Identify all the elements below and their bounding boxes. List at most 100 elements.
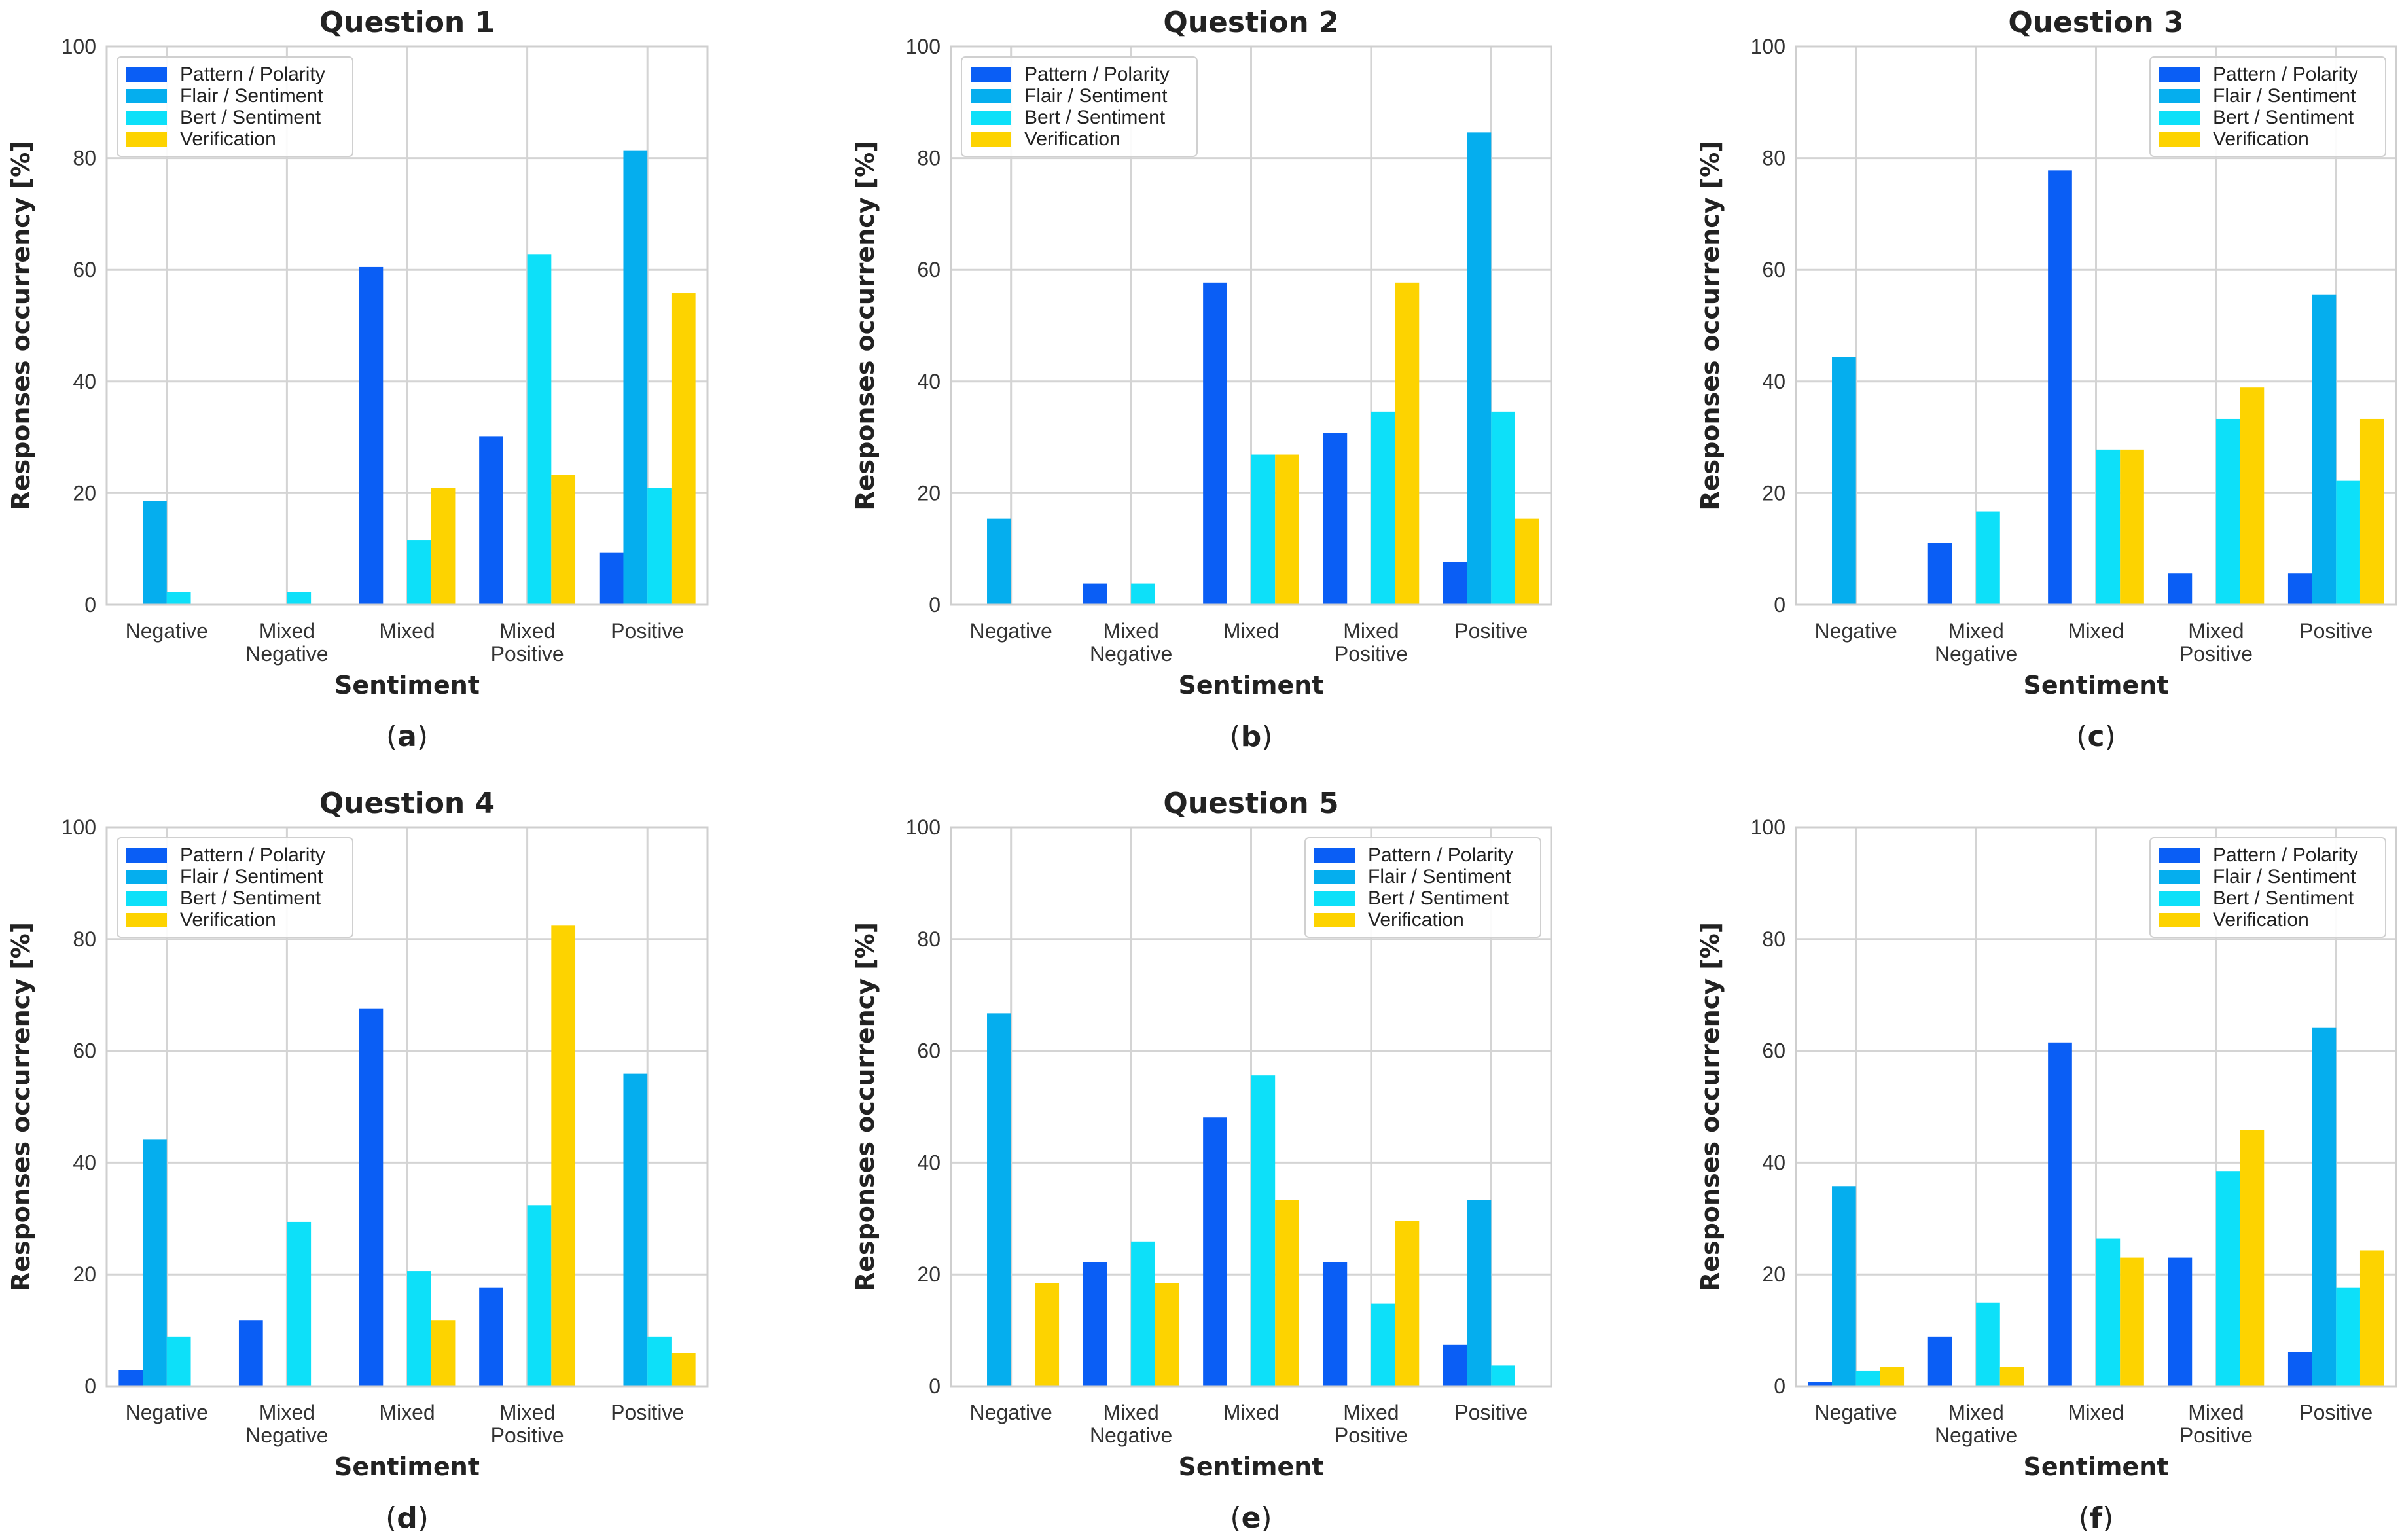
legend-swatch	[2159, 913, 2200, 927]
panel-caption-letter: f	[2090, 1501, 2103, 1535]
bar	[1467, 132, 1492, 605]
panel-caption-letter: e	[1242, 1501, 1261, 1535]
x-tick-label: Positive	[1454, 1401, 1528, 1424]
x-tick-label: Negative	[970, 1401, 1052, 1424]
y-tick-label: 40	[1762, 370, 1785, 393]
legend-box	[2149, 837, 2386, 938]
y-axis-label: Responses occurrency [%]	[1696, 141, 1725, 510]
bar	[2336, 480, 2360, 605]
panel-caption: (d)	[385, 1501, 429, 1535]
legend-swatch	[1314, 848, 1355, 863]
bar	[359, 266, 384, 605]
chart-title: Question 1	[319, 6, 495, 39]
legend-label: Verification	[2213, 909, 2309, 931]
x-tick-label: Mixed	[379, 1401, 435, 1424]
legend-label: Bert / Sentiment	[1024, 107, 1166, 128]
bar	[1323, 433, 1348, 605]
x-tick-label: Negative	[1935, 642, 2017, 666]
bar	[2287, 573, 2312, 605]
bar	[2215, 1171, 2240, 1386]
bar	[599, 552, 624, 605]
bar	[647, 1336, 672, 1386]
x-tick-label: Mixed	[499, 619, 555, 643]
x-tick-label: Negative	[126, 619, 208, 643]
x-tick-label: Mixed	[499, 1401, 555, 1424]
bar	[2312, 294, 2337, 605]
bar	[2240, 387, 2265, 605]
y-axis-label: Responses occurrency [%]	[7, 141, 35, 510]
x-tick-label: Mixed	[259, 619, 315, 643]
y-tick-label: 20	[1762, 1262, 1785, 1286]
x-axis-label: Sentiment	[2024, 1452, 2169, 1481]
x-tick-label: Positive	[1335, 642, 1408, 666]
bar	[287, 592, 312, 605]
panel-caption: (e)	[1230, 1501, 1272, 1535]
bar	[1491, 411, 1515, 605]
legend-swatch	[2159, 67, 2200, 82]
x-tick-label: Mixed	[1948, 619, 2003, 643]
bar	[1275, 1200, 1299, 1386]
bar	[479, 436, 503, 605]
legend-label: Pattern / Polarity	[2213, 63, 2358, 85]
legend-swatch	[126, 67, 167, 82]
x-tick-label: Mixed	[2068, 619, 2124, 643]
bar	[1323, 1262, 1348, 1386]
chart-title: Question 2	[1163, 6, 1338, 39]
bar	[1999, 1367, 2024, 1386]
bar	[527, 1205, 552, 1386]
bar	[2359, 418, 2384, 605]
bar	[623, 1073, 648, 1386]
panel-caption-letter: d	[397, 1501, 418, 1535]
y-tick-label: 40	[73, 370, 96, 393]
bar	[647, 488, 672, 605]
legend-label: Bert / Sentiment	[1368, 887, 1509, 909]
bar	[1083, 1262, 1107, 1386]
bar	[1155, 1283, 1179, 1386]
bar	[2096, 449, 2121, 605]
legend-label: Bert / Sentiment	[2213, 887, 2354, 909]
bar	[2048, 170, 2072, 605]
legend-swatch	[2159, 891, 2200, 906]
x-tick-label: Mixed	[1223, 619, 1279, 643]
bar	[2312, 1027, 2337, 1386]
legend-label: Pattern / Polarity	[180, 63, 325, 85]
y-tick-label: 0	[929, 1374, 941, 1398]
bar	[1927, 1336, 1952, 1386]
y-tick-label: 80	[917, 147, 941, 170]
y-tick-label: 0	[84, 593, 96, 617]
bar	[671, 293, 696, 605]
bar	[118, 1370, 143, 1386]
legend-swatch	[126, 848, 167, 863]
bar	[407, 1271, 431, 1386]
y-axis-label: Responses occurrency [%]	[851, 922, 880, 1291]
x-tick-label: Positive	[611, 1401, 684, 1424]
bar	[1203, 282, 1227, 605]
bar	[1395, 282, 1420, 605]
y-tick-label: 0	[84, 1374, 96, 1398]
x-tick-label: Mixed	[1343, 619, 1399, 643]
bar	[2359, 1250, 2384, 1386]
bar	[2096, 1238, 2121, 1386]
y-axis-label: Responses occurrency [%]	[7, 922, 35, 1291]
y-tick-label: 0	[929, 593, 941, 617]
panel-caption: (b)	[1230, 720, 1273, 753]
bar	[2168, 573, 2193, 605]
y-tick-label: 80	[917, 927, 941, 951]
legend-label: Pattern / Polarity	[2213, 844, 2358, 866]
x-tick-label: Mixed	[1223, 1401, 1279, 1424]
y-tick-label: 0	[1774, 1374, 1785, 1398]
bar	[1927, 543, 1952, 605]
legend-label: Verification	[1024, 128, 1120, 150]
y-tick-label: 60	[917, 258, 941, 281]
x-tick-label: Positive	[1454, 619, 1528, 643]
bar	[1832, 1186, 1856, 1386]
y-tick-label: 60	[1762, 1039, 1785, 1063]
chart-title: Question 5	[1163, 787, 1338, 820]
x-tick-label: Negative	[126, 1401, 208, 1424]
x-tick-label: Mixed	[379, 619, 435, 643]
x-tick-label: Negative	[970, 619, 1052, 643]
